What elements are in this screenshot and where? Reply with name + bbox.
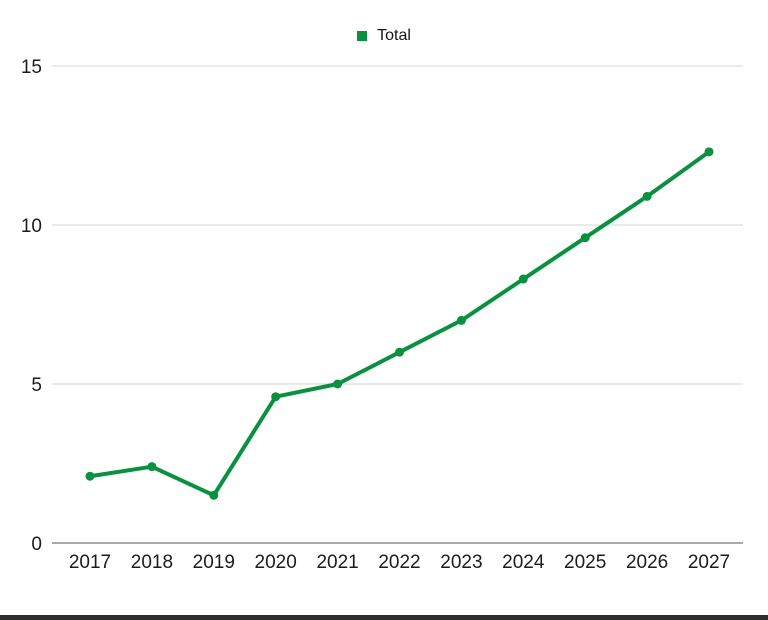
- x-tick-label: 2022: [378, 552, 420, 573]
- x-tick-label: 2026: [626, 552, 668, 573]
- data-point-2017: [85, 471, 95, 481]
- x-tick-label: 2019: [193, 552, 235, 573]
- footer-bar: [0, 615, 768, 620]
- data-point-2019: [209, 490, 219, 500]
- data-point-2025: [580, 233, 590, 243]
- legend-label: Total: [377, 27, 411, 44]
- legend-swatch-icon: [357, 31, 368, 41]
- data-point-2027: [704, 147, 714, 157]
- chart-legend: Total: [0, 27, 768, 45]
- legend-item-total[interactable]: Total: [357, 27, 411, 45]
- data-point-2018: [147, 462, 157, 472]
- data-point-2026: [642, 191, 652, 201]
- data-point-2023: [456, 315, 466, 325]
- data-point-2021: [333, 379, 343, 389]
- y-tick-label: 15: [21, 57, 42, 78]
- data-point-2022: [395, 347, 404, 357]
- data-point-2020: [271, 392, 281, 402]
- x-tick-label: 2027: [688, 552, 730, 573]
- y-tick-label: 0: [31, 534, 42, 555]
- x-tick-label: 2020: [255, 552, 297, 573]
- x-tick-label: 2017: [69, 552, 111, 573]
- y-tick-label: 5: [31, 375, 42, 396]
- series-line-total: [88, 149, 711, 498]
- x-tick-label: 2024: [502, 552, 545, 573]
- x-tick-label: 2025: [564, 552, 606, 573]
- x-tick-label: 2023: [440, 552, 482, 573]
- x-tick-label: 2021: [316, 552, 358, 573]
- data-point-2024: [518, 274, 528, 284]
- y-tick-label: 10: [21, 216, 42, 237]
- x-tick-label: 2018: [131, 552, 173, 573]
